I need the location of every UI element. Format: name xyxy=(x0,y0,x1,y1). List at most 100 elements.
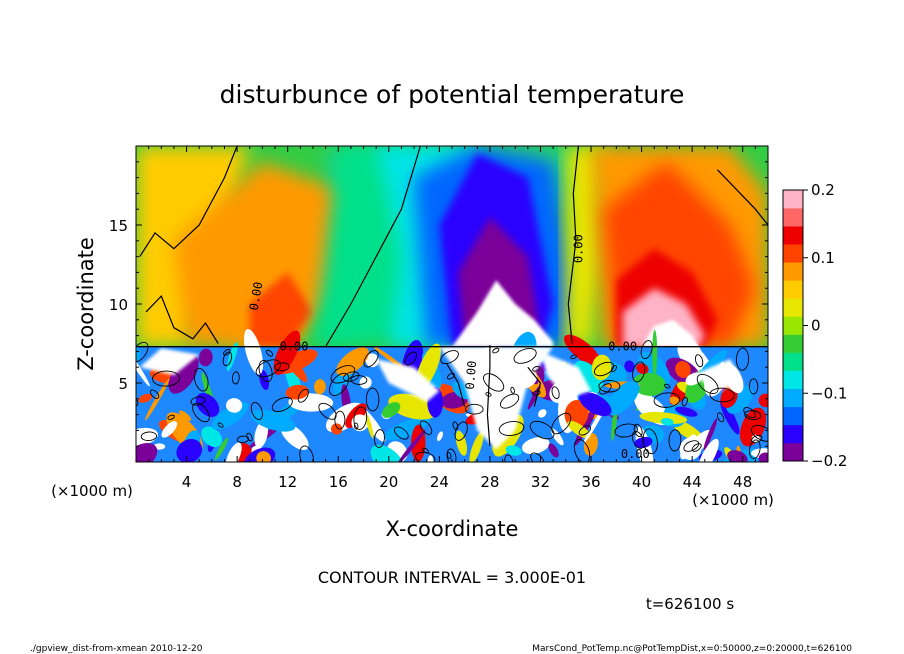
field-region xyxy=(136,427,158,447)
contour-line xyxy=(419,420,433,435)
contour-line xyxy=(716,169,768,226)
contour-line xyxy=(152,370,180,387)
field-region xyxy=(563,334,601,367)
contour-line xyxy=(633,423,643,438)
contour-line xyxy=(632,361,646,383)
field-region xyxy=(540,351,591,399)
contour-label: 0.00 xyxy=(463,360,479,390)
contour-line xyxy=(454,421,468,441)
contour-line xyxy=(664,383,671,389)
contour-line xyxy=(297,388,309,403)
colorbar-swatch xyxy=(783,226,803,245)
upper-field xyxy=(136,146,768,347)
contour-label: 0.00 xyxy=(280,340,309,354)
field-region xyxy=(703,418,718,451)
field-region xyxy=(285,384,309,400)
contour-line xyxy=(532,390,541,396)
contour-line xyxy=(694,354,704,368)
field-region xyxy=(195,393,220,417)
field-region xyxy=(669,396,680,406)
field-region xyxy=(168,354,199,394)
field-region xyxy=(639,411,688,425)
field-region xyxy=(176,438,203,462)
field-region xyxy=(675,361,691,378)
contour-line xyxy=(258,359,273,383)
field-region xyxy=(697,438,719,462)
contour-line xyxy=(343,371,360,382)
field-region xyxy=(381,402,401,418)
contour-line xyxy=(735,347,750,371)
contour-line xyxy=(573,439,591,462)
colorbar-swatch xyxy=(783,280,803,299)
field-region xyxy=(330,423,343,435)
colorbar-swatch xyxy=(783,406,803,426)
contour-line xyxy=(446,372,455,380)
footer-right: MarsCond_PotTemp.nc@PotTempDist,x=0:5000… xyxy=(532,644,852,654)
field-region xyxy=(690,429,713,453)
contour-line xyxy=(498,421,525,436)
contour-line xyxy=(149,389,160,399)
contour-line xyxy=(318,402,337,420)
contour-line xyxy=(325,146,421,348)
field-region xyxy=(692,359,743,391)
colorbar-swatch xyxy=(783,334,803,353)
contour-line xyxy=(567,146,579,344)
contour-label: 0.00 xyxy=(621,447,650,461)
x-axis: 4 8 12 16 20 24 28 32 36 40 44 48 xyxy=(148,146,769,491)
colorbar-swatch xyxy=(783,208,803,227)
field-region xyxy=(573,360,604,393)
contour-interval-note: CONTOUR INTERVAL = 3.000E-01 xyxy=(318,568,586,587)
colorbar-swatch xyxy=(783,190,803,209)
contour-line xyxy=(486,345,491,447)
contour-line xyxy=(513,347,537,364)
contour-line xyxy=(504,454,514,462)
field-region xyxy=(370,444,404,462)
contour-line xyxy=(751,435,763,443)
field-region xyxy=(436,431,444,442)
chart-title: disturbunce of potential temperature xyxy=(220,80,685,109)
contour-line xyxy=(551,386,560,400)
y-axis: 5 10 15 xyxy=(109,161,768,447)
y-unit-label: (×1000 m) xyxy=(51,482,133,500)
contour-line xyxy=(145,295,219,344)
colorbar-tick-label: 0 xyxy=(811,317,821,335)
field-region xyxy=(138,393,152,403)
contour-line xyxy=(530,452,545,462)
field-region xyxy=(365,413,374,439)
field-region xyxy=(215,437,229,461)
x-tick-label: 12 xyxy=(278,473,297,491)
field-region xyxy=(249,272,313,347)
field-region xyxy=(254,420,268,449)
contour-line xyxy=(231,371,240,385)
y-tick-label: 10 xyxy=(109,296,128,314)
contour-line xyxy=(299,445,315,462)
contour-line xyxy=(748,439,761,459)
field-region xyxy=(225,442,242,462)
contour-line xyxy=(452,421,459,431)
contour-line xyxy=(223,349,231,356)
contour-line xyxy=(500,393,520,409)
time-label: t=626100 s xyxy=(646,595,734,613)
contour-line xyxy=(330,365,356,384)
contour-line xyxy=(404,351,418,366)
colorbar-ticks: 0.2 0.1 0 −0.1 −0.2 xyxy=(803,181,847,470)
field-region xyxy=(243,329,264,375)
contour-line xyxy=(642,428,658,455)
contour-line xyxy=(140,431,158,442)
plot-area: 0.00 0.00 0.00 0.00 0.00 0.00 xyxy=(136,146,768,462)
contour-line xyxy=(271,396,293,413)
field-region xyxy=(538,409,547,418)
field-region xyxy=(652,329,658,377)
field-region xyxy=(314,379,326,395)
contour-line xyxy=(136,341,149,363)
contour-line xyxy=(532,365,541,372)
contour-line xyxy=(750,424,768,442)
contour-line xyxy=(353,406,368,430)
colorbar-tick-label: −0.1 xyxy=(811,384,847,402)
field-region xyxy=(636,363,649,375)
x-tick-label: 8 xyxy=(232,473,242,491)
colorbar-swatch xyxy=(783,298,803,317)
contour-line xyxy=(374,429,385,448)
contour-line xyxy=(334,410,346,430)
contour-line xyxy=(365,387,380,412)
